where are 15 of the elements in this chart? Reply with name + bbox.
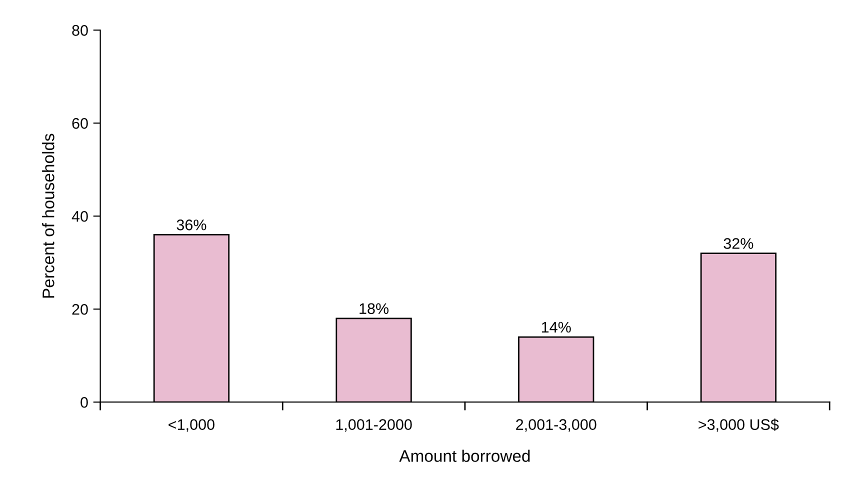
y-tick-label: 0 — [80, 396, 88, 408]
y-tick-label: 40 — [72, 210, 88, 222]
y-tick-label: 20 — [72, 304, 88, 315]
x-tick-label: 1,001-2000 — [336, 419, 412, 432]
x-tick-label: <1,000 — [168, 419, 214, 432]
x-axis-title: Amount borrowed — [399, 450, 530, 462]
data-label: 36% — [176, 219, 206, 230]
x-tick-label: 2,001-3,000 — [516, 419, 596, 432]
y-axis-title: Percent of households — [42, 134, 54, 298]
data-label: 18% — [360, 303, 389, 314]
data-label: 14% — [542, 322, 571, 333]
data-label: 32% — [724, 238, 754, 249]
y-tick-label: 60 — [72, 118, 88, 129]
x-tick-label: >3,000 US$ — [698, 418, 779, 432]
y-tick-label: 80 — [72, 25, 88, 36]
